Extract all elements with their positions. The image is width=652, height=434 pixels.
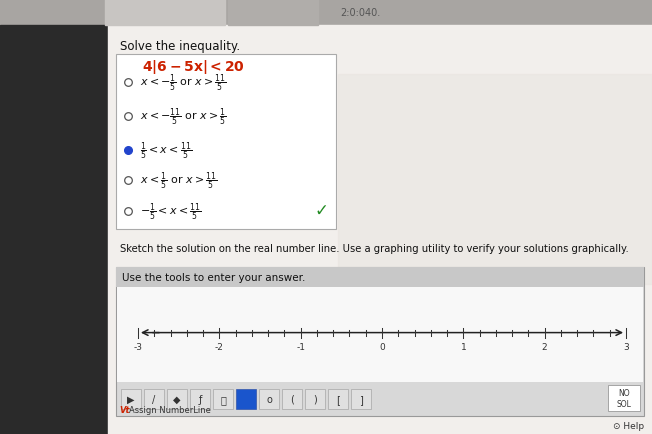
Bar	[213, 389, 233, 409]
Text: -1: -1	[296, 342, 305, 351]
Text: o: o	[266, 394, 272, 404]
Text: ✓: ✓	[314, 201, 328, 220]
Text: $\frac{1}{5}<x<\frac{11}{5}$: $\frac{1}{5}<x<\frac{11}{5}$	[140, 140, 192, 161]
Bar	[121, 389, 141, 409]
Bar	[236, 389, 256, 409]
Text: NO
SOL: NO SOL	[617, 388, 631, 408]
Bar	[108, 26, 652, 434]
Text: Sketch the solution on the real number line. Use a graphing utility to verify yo: Sketch the solution on the real number l…	[120, 243, 629, 253]
Text: $-\frac{1}{5}<x<\frac{11}{5}$: $-\frac{1}{5}<x<\frac{11}{5}$	[140, 201, 201, 222]
Bar	[190, 389, 210, 409]
Bar	[116, 55, 336, 230]
Text: Vt: Vt	[119, 405, 130, 414]
Bar	[282, 389, 302, 409]
Text: -2: -2	[215, 342, 224, 351]
Text: Solve the inequality.: Solve the inequality.	[120, 40, 240, 53]
Bar	[116, 267, 644, 287]
Bar	[167, 389, 187, 409]
Text: 1: 1	[460, 342, 466, 351]
Text: /: /	[153, 394, 156, 404]
Bar	[117, 287, 643, 382]
Text: ◆: ◆	[173, 394, 181, 404]
Text: -3: -3	[134, 342, 143, 351]
Text: 2:0:040.: 2:0:040.	[340, 8, 380, 18]
Text: ): )	[313, 394, 317, 404]
Text: 3: 3	[623, 342, 629, 351]
Text: ▶: ▶	[127, 394, 135, 404]
Text: $x<\frac{1}{5}$ or $x>\frac{11}{5}$: $x<\frac{1}{5}$ or $x>\frac{11}{5}$	[140, 170, 218, 191]
Text: $\mathbf{4|6-5x|<20}$: $\mathbf{4|6-5x|<20}$	[142, 58, 244, 76]
Text: $x<-\frac{11}{5}$ or $x>\frac{1}{5}$: $x<-\frac{11}{5}$ or $x>\frac{1}{5}$	[140, 106, 227, 128]
Text: 2: 2	[542, 342, 548, 351]
Text: Use the tools to enter your answer.: Use the tools to enter your answer.	[122, 273, 305, 283]
Bar	[608, 385, 640, 411]
Text: $x<-\frac{1}{5}$ or $x>\frac{11}{5}$: $x<-\frac{1}{5}$ or $x>\frac{11}{5}$	[140, 72, 227, 93]
Text: Assign NumberLine: Assign NumberLine	[129, 405, 211, 414]
Text: 0: 0	[379, 342, 385, 351]
Bar	[0, 26, 108, 434]
Bar	[305, 389, 325, 409]
Bar	[338, 75, 652, 284]
Text: ƒ: ƒ	[198, 394, 201, 404]
Text: (: (	[290, 394, 294, 404]
Bar	[116, 267, 644, 416]
Bar	[228, 0, 318, 26]
Bar	[105, 0, 225, 26]
Bar	[328, 389, 348, 409]
Text: ]: ]	[359, 394, 363, 404]
Text: [: [	[336, 394, 340, 404]
Text: 🗑: 🗑	[220, 394, 226, 404]
Bar	[144, 389, 164, 409]
Bar	[351, 389, 371, 409]
Bar	[0, 0, 652, 26]
Text: ⊙ Help: ⊙ Help	[613, 421, 644, 430]
Bar	[259, 389, 279, 409]
